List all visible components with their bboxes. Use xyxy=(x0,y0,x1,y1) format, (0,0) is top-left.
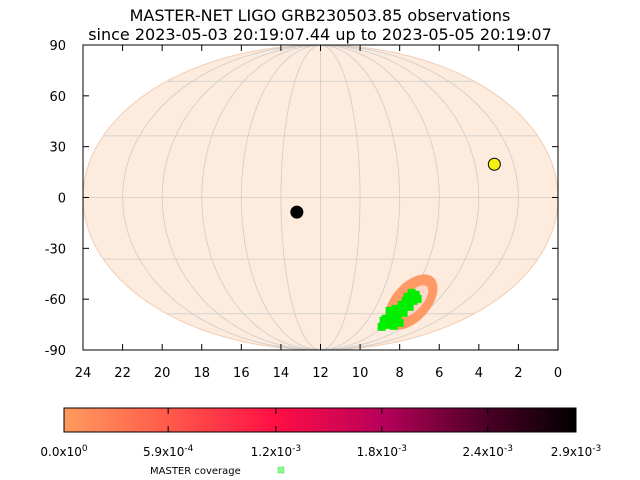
coverage-tile xyxy=(405,302,414,311)
x-tick-label: 22 xyxy=(114,366,131,381)
coverage-tile xyxy=(377,322,386,331)
coverage-tile xyxy=(385,306,394,315)
coverage-tile xyxy=(389,321,398,330)
x-tick-label: 20 xyxy=(154,366,171,381)
y-tick-label: 60 xyxy=(49,90,66,105)
x-tick-label: 18 xyxy=(193,366,210,381)
colorbar-label: 1.8x10-3 xyxy=(357,444,407,459)
x-tick-label: 10 xyxy=(352,366,369,381)
coverage-tile xyxy=(413,294,422,303)
meridian-line xyxy=(201,44,321,351)
x-tick-label: 2 xyxy=(514,366,522,381)
meridian-line xyxy=(320,44,361,351)
marker-point xyxy=(290,205,304,219)
coverage-tile xyxy=(407,288,416,297)
y-tick-label: 0 xyxy=(58,192,66,207)
colorbar-label: 2.4x10-3 xyxy=(462,444,512,459)
y-tick-label: 90 xyxy=(49,39,66,54)
meridian-line xyxy=(122,44,321,351)
coverage-tile xyxy=(391,304,400,313)
colorbar-label: 0.0x100 xyxy=(40,444,87,459)
coverage-tile xyxy=(379,316,388,325)
x-tick-label: 24 xyxy=(75,366,92,381)
colorbar-label: 1.2x10-3 xyxy=(251,444,301,459)
y-tick-label: 30 xyxy=(49,141,66,156)
colorbar xyxy=(63,407,577,433)
chart-subtitle: since 2023-05-03 20:19:07.44 up to 2023-… xyxy=(88,25,552,44)
coverage-tile xyxy=(391,316,400,325)
meridian-line xyxy=(280,44,321,351)
x-tick-label: 4 xyxy=(475,366,483,381)
y-tick-label: -30 xyxy=(45,242,66,257)
x-tick-label: 8 xyxy=(396,366,404,381)
x-tick-label: 0 xyxy=(554,366,562,381)
x-tick-label: 14 xyxy=(273,366,290,381)
legend-label: MASTER coverage xyxy=(150,466,241,477)
y-tick-label: -60 xyxy=(45,293,66,308)
coverage-tile xyxy=(393,310,402,319)
colorbar-label: 5.9x10-4 xyxy=(143,444,194,459)
meridian-line xyxy=(161,44,321,351)
marker-point xyxy=(487,157,501,171)
coverage-tile xyxy=(399,308,408,317)
colorbar-label: 2.9x10-3 xyxy=(551,444,601,459)
y-tick-label: -90 xyxy=(45,344,66,359)
meridian-line xyxy=(240,44,321,351)
x-tick-label: 12 xyxy=(312,366,329,381)
meridian-line xyxy=(320,44,401,351)
meridian-line xyxy=(320,44,519,351)
x-tick-label: 16 xyxy=(233,366,250,381)
coverage-region xyxy=(377,288,422,331)
coverage-tile xyxy=(401,296,410,305)
x-tick-label: 6 xyxy=(435,366,443,381)
legend-swatch xyxy=(277,466,285,474)
chart-title: MASTER-NET LIGO GRB230503.85 observation… xyxy=(129,6,511,25)
